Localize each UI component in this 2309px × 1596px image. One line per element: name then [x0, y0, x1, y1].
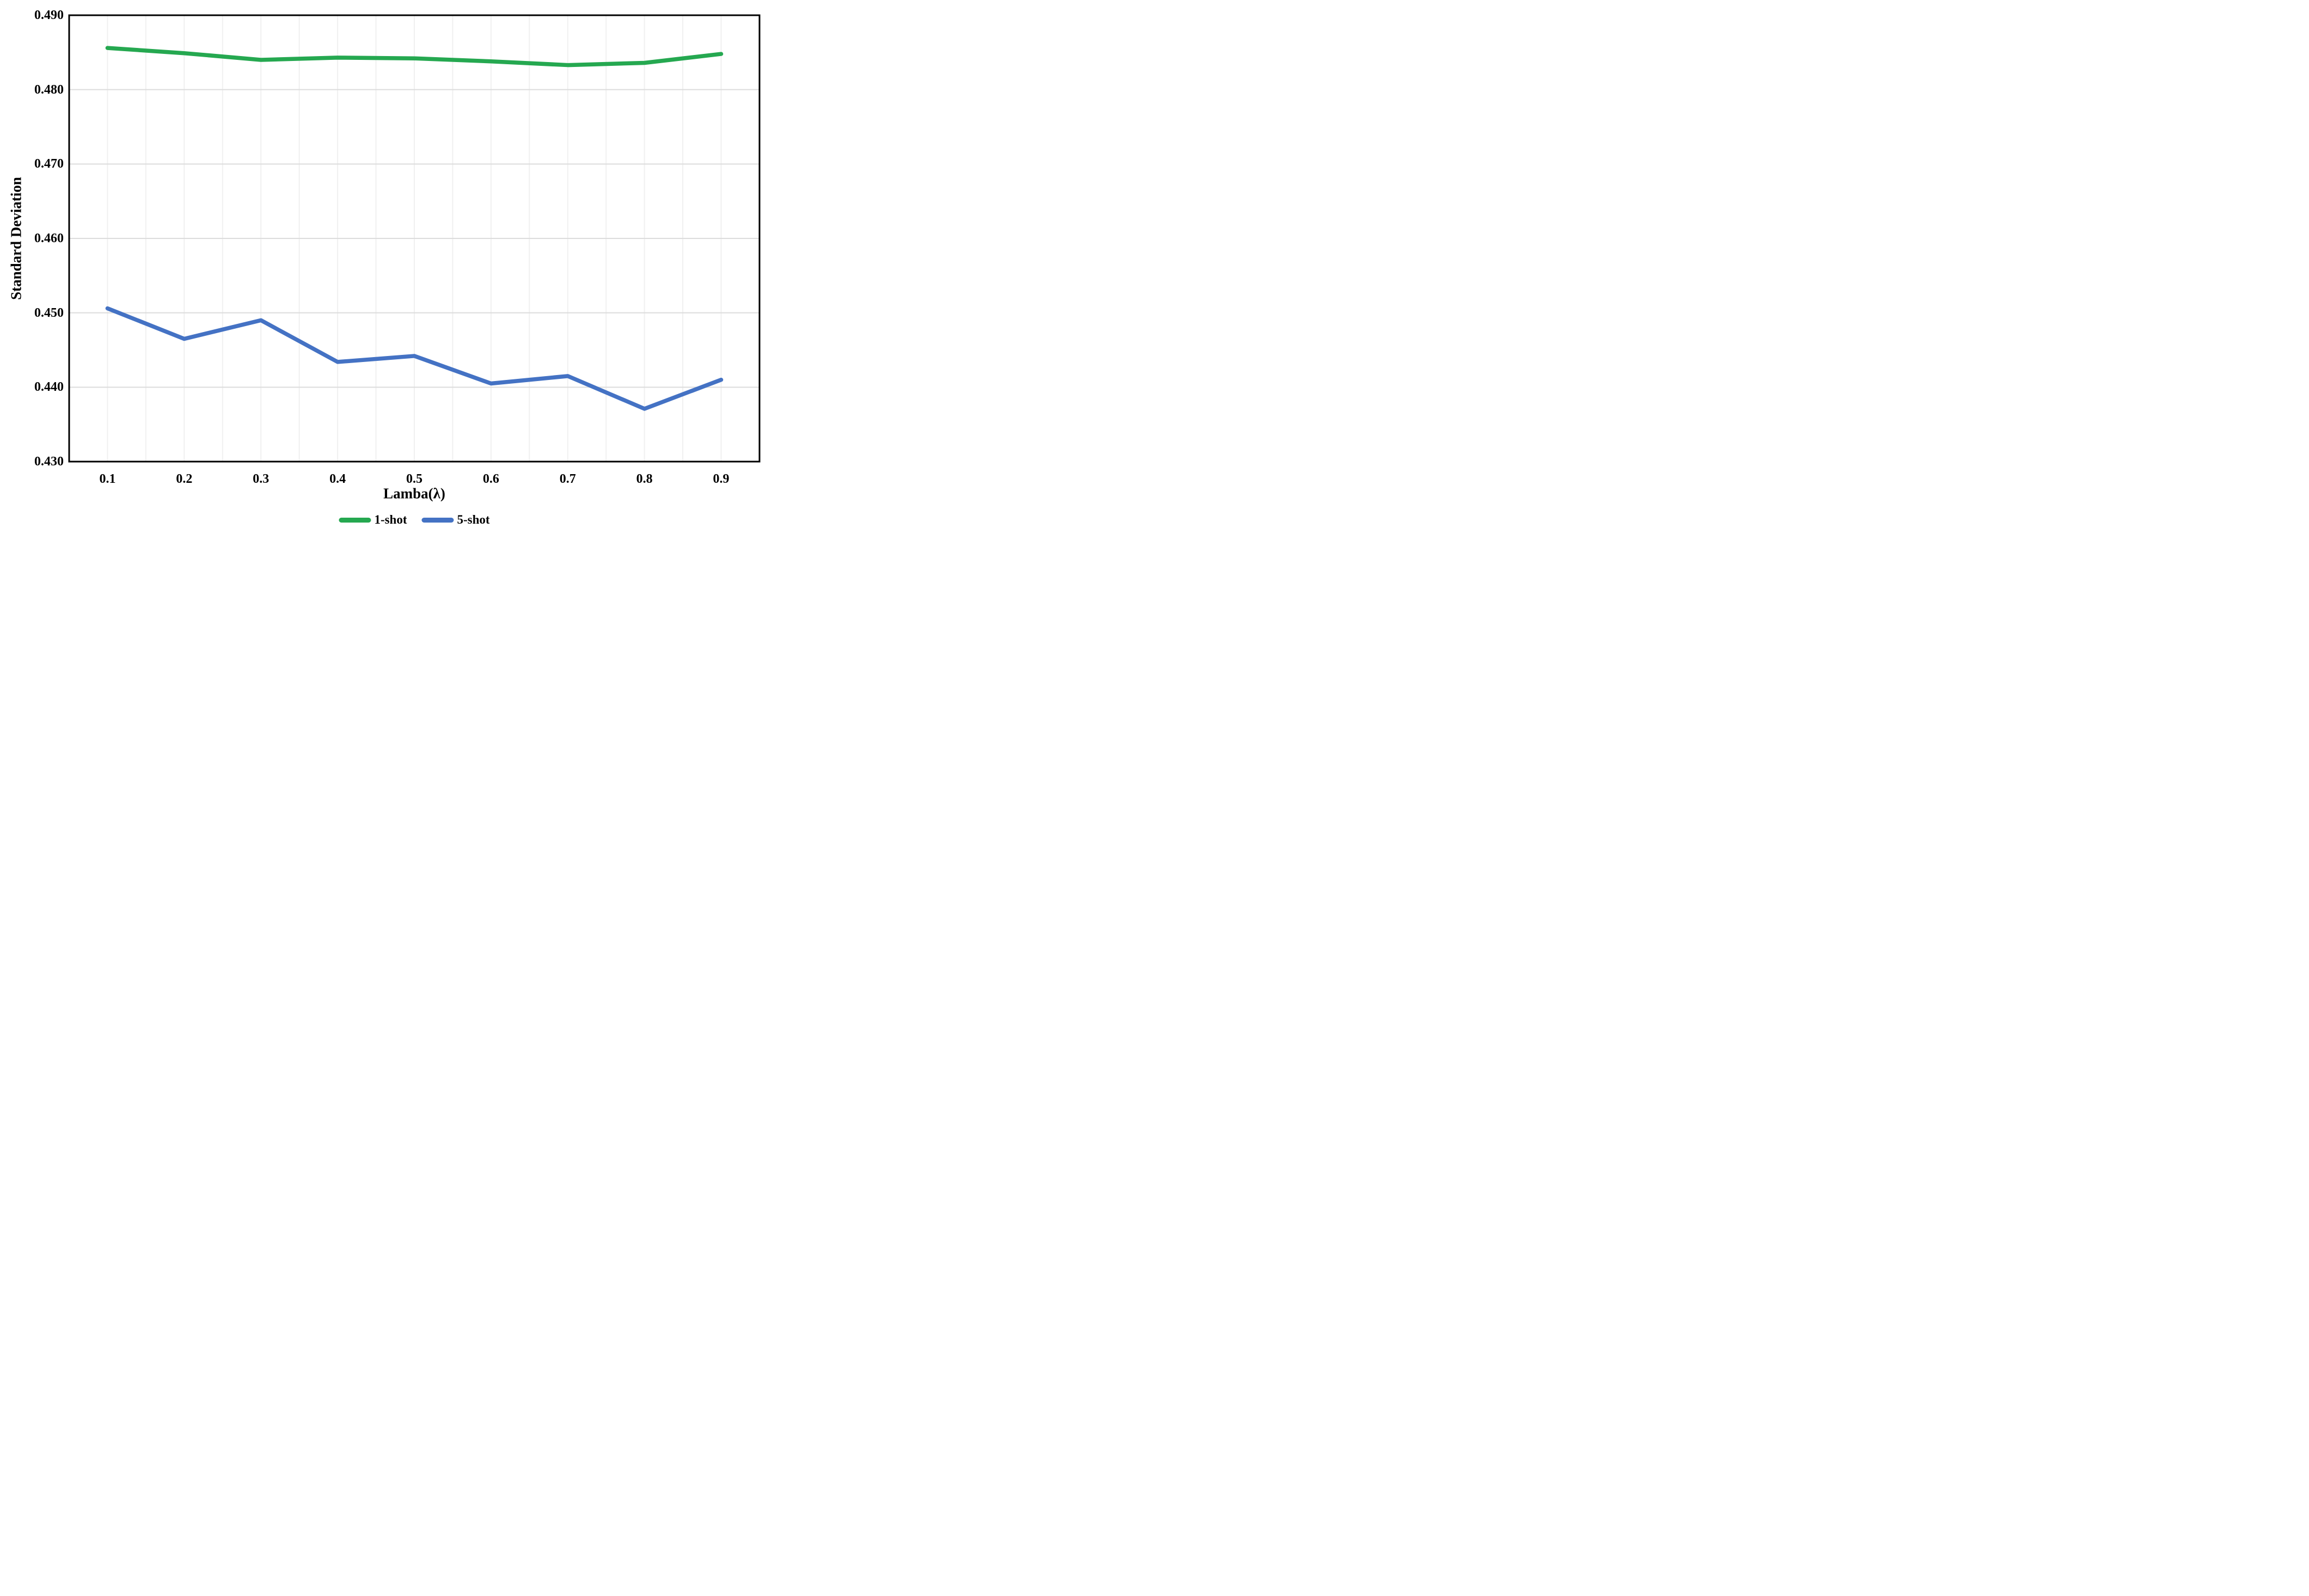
legend-item-1shot: 1-shot — [339, 513, 407, 527]
legend-swatch-1shot-icon — [339, 517, 371, 523]
x-axis-tick-label: 0.8 — [636, 472, 653, 486]
y-axis-tick-label: 0.470 — [34, 157, 64, 171]
y-axis-tick-label: 0.460 — [34, 231, 64, 245]
legend-swatch-5shot-icon — [421, 517, 454, 523]
x-axis-tick-label: 0.1 — [99, 472, 116, 486]
plot-border — [68, 14, 761, 463]
legend-label-1shot: 1-shot — [374, 513, 407, 526]
chart-figure: 0.430 0.440 0.450 0.460 0.470 0.480 0.490 0.1 0… — [0, 0, 770, 532]
x-axis-tick-label: 0.2 — [176, 472, 193, 486]
x-axis-title: Lamba(λ) — [383, 485, 445, 502]
x-axis-tick-label: 0.5 — [406, 472, 422, 486]
plot-area — [68, 14, 761, 463]
legend-item-5shot: 5-shot — [421, 513, 490, 527]
legend-label-5shot: 5-shot — [457, 513, 490, 526]
y-axis-tick-label: 0.490 — [34, 8, 64, 22]
y-axis-tick-label: 0.430 — [34, 455, 64, 469]
series-line-1-shot — [105, 46, 724, 67]
series-line-5-shot — [105, 306, 724, 411]
legend: 1-shot 5-shot — [339, 513, 490, 527]
y-axis-tick-label: 0.440 — [34, 380, 64, 395]
y-axis-tick-label: 0.480 — [34, 82, 64, 97]
x-axis-tick-label: 0.6 — [482, 472, 499, 486]
y-axis-title: Standard Deviation — [8, 177, 25, 300]
x-axis-tick-label: 0.3 — [253, 472, 270, 486]
x-axis-tick-label: 0.7 — [559, 472, 576, 486]
x-axis-tick-label: 0.4 — [329, 472, 346, 486]
x-axis-tick-label: 0.9 — [713, 472, 730, 486]
y-axis-tick-label: 0.450 — [34, 305, 64, 320]
